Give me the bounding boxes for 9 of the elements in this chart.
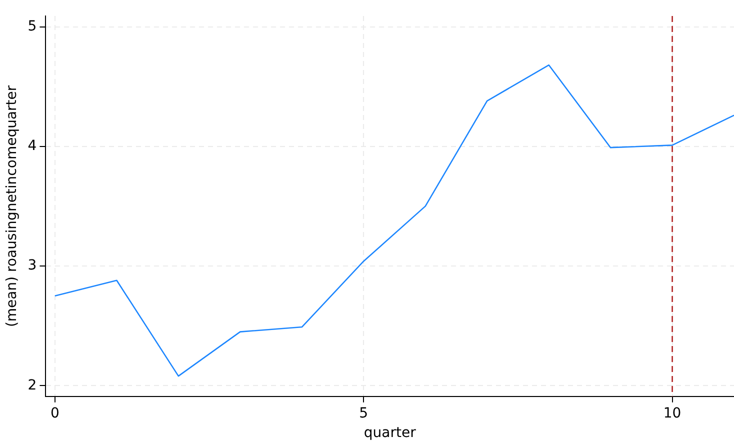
x-tick-label: 5: [359, 405, 368, 422]
y-tick-label: 4: [28, 138, 37, 154]
x-axis-title: quarter: [364, 425, 416, 442]
y-tick-label: 2: [28, 377, 37, 394]
y-tick-label: 3: [28, 258, 37, 274]
y-axis-title: (mean) roausingnetincomequarter: [4, 85, 20, 328]
y-tick-label: 5: [28, 18, 37, 34]
x-tick-label: 0: [50, 405, 60, 422]
x-tick-label: 10: [663, 405, 682, 422]
